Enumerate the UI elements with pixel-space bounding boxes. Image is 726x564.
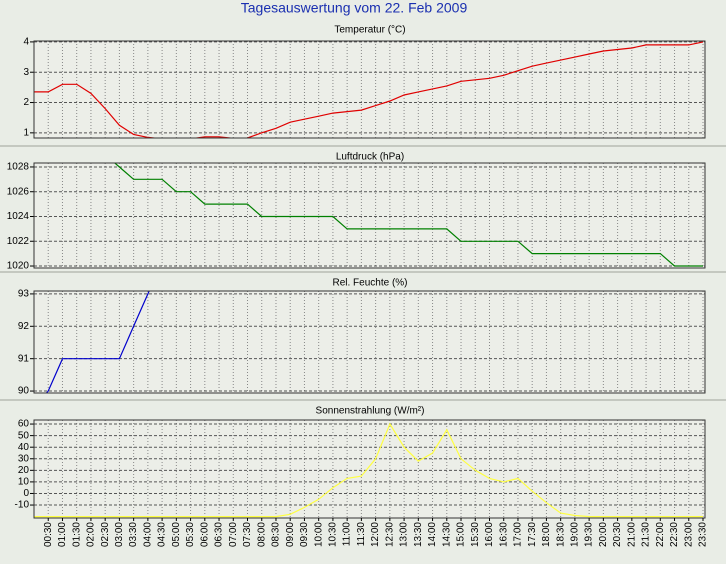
x-tick-label: 21:30	[641, 522, 652, 547]
plot-frame	[33, 290, 706, 394]
x-tick-label: 17:30	[527, 522, 538, 547]
x-tick-label: 11:30	[356, 522, 367, 547]
y-tick-label: 90	[18, 386, 30, 397]
x-tick-label: 22:30	[669, 522, 680, 547]
x-tick-label: 08:30	[271, 522, 282, 547]
x-tick-label: 14:30	[441, 522, 452, 547]
x-tick-label: 21:00	[626, 522, 637, 547]
x-tick-label: 10:00	[313, 522, 324, 547]
x-tick-label: 02:00	[86, 522, 97, 547]
x-tick-label: 17:00	[513, 522, 524, 547]
x-tick-label: 00:30	[43, 522, 54, 547]
panel-title: Luftdruck (hPa)	[336, 152, 404, 163]
x-tick-label: 23:00	[683, 522, 694, 547]
y-tick-label: 91	[18, 353, 30, 364]
plot-area	[34, 163, 705, 268]
y-tick-label: 40	[18, 442, 30, 453]
x-tick-label: 11:00	[342, 522, 353, 547]
plot-area	[34, 41, 705, 138]
panel-title: Rel. Feuchte (%)	[332, 278, 407, 289]
x-tick-label: 16:30	[498, 522, 509, 547]
y-tick-label: 30	[18, 453, 30, 464]
y-tick-label: 3	[23, 67, 29, 78]
data-line	[34, 41, 704, 138]
plot-area	[34, 420, 705, 518]
x-tick-label: 12:00	[370, 522, 381, 547]
data-line	[113, 163, 703, 267]
plot-frame	[33, 419, 706, 519]
y-tick-label: 1028	[7, 162, 30, 173]
page-title: Tagesauswertung vom 22. Feb 2009	[241, 0, 468, 16]
x-tick-label: 08:00	[256, 522, 267, 547]
y-tick-label: 1020	[7, 261, 30, 272]
y-tick-label: 20	[18, 465, 30, 476]
x-tick-label: 13:30	[413, 522, 424, 547]
plot-frame	[33, 162, 706, 269]
x-tick-label: 09:30	[299, 522, 310, 547]
x-tick-label: 18:00	[541, 522, 552, 547]
panel-title: Temperatur (°C)	[334, 25, 405, 36]
x-tick-label: 06:00	[199, 522, 210, 547]
y-tick-label: 50	[18, 430, 30, 441]
y-tick-label: 60	[18, 419, 30, 430]
x-tick-label: 12:30	[385, 522, 396, 547]
y-tick-label: -10	[15, 500, 30, 511]
y-tick-label: 1022	[7, 236, 30, 247]
y-tick-label: 2	[23, 97, 29, 108]
x-tick-label: 05:00	[171, 522, 182, 547]
x-tick-label: 02:30	[100, 522, 111, 547]
x-tick-label: 03:30	[128, 522, 139, 547]
y-tick-label: 1024	[7, 211, 30, 222]
y-tick-label: 92	[18, 321, 30, 332]
x-tick-label: 07:00	[228, 522, 239, 547]
plot-area	[34, 291, 705, 393]
y-tick-label: 4	[23, 37, 29, 48]
x-tick-label: 10:30	[328, 522, 339, 547]
y-tick-label: 0	[23, 488, 29, 499]
x-tick-label: 15:00	[456, 522, 467, 547]
x-tick-label: 20:00	[598, 522, 609, 547]
plot-frame	[33, 40, 706, 139]
x-tick-label: 16:00	[484, 522, 495, 547]
x-tick-label: 04:30	[157, 522, 168, 547]
x-tick-label: 22:00	[655, 522, 666, 547]
x-tick-label: 19:30	[584, 522, 595, 547]
x-tick-label: 23:30	[698, 522, 709, 547]
x-tick-label: 06:30	[214, 522, 225, 547]
x-tick-label: 19:00	[570, 522, 581, 547]
x-tick-label: 03:00	[114, 522, 125, 547]
x-tick-label: 14:00	[427, 522, 438, 547]
x-tick-label: 09:00	[285, 522, 296, 547]
data-line	[34, 422, 703, 518]
y-tick-label: 1	[23, 127, 29, 138]
x-tick-label: 01:00	[57, 522, 68, 547]
x-tick-label: 04:00	[143, 522, 154, 547]
x-tick-label: 01:30	[71, 522, 82, 547]
panel-title: Sonnenstrahlung (W/m²)	[316, 406, 425, 417]
y-tick-label: 93	[18, 289, 30, 300]
x-tick-label: 07:30	[242, 522, 253, 547]
x-tick-label: 20:30	[612, 522, 623, 547]
y-tick-label: 10	[18, 477, 30, 488]
y-tick-label: 1026	[7, 186, 30, 197]
x-tick-label: 13:00	[399, 522, 410, 547]
x-tick-label: 05:30	[185, 522, 196, 547]
x-tick-label: 15:30	[470, 522, 481, 547]
data-line	[45, 291, 150, 393]
x-tick-label: 18:30	[555, 522, 566, 547]
